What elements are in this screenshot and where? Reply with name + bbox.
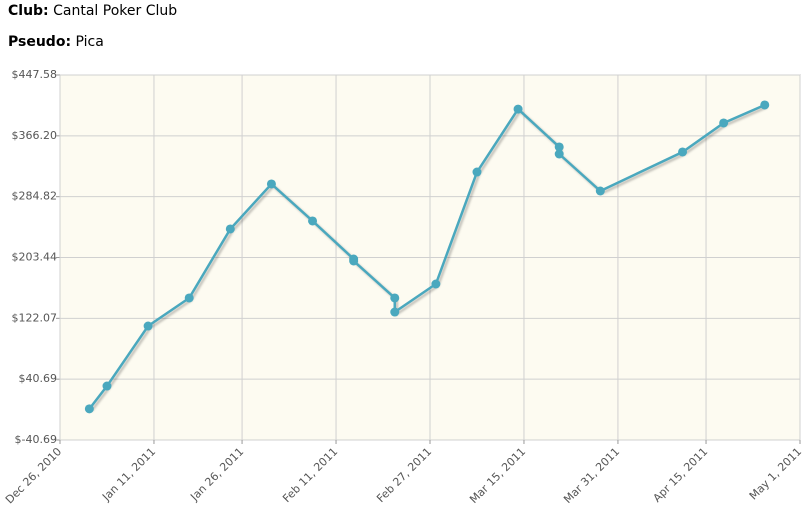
data-point bbox=[349, 256, 359, 266]
data-point bbox=[225, 224, 235, 234]
y-tick-label: $122.07 bbox=[12, 311, 58, 324]
data-point bbox=[760, 100, 770, 110]
data-point bbox=[554, 149, 564, 159]
x-tick-label: Mar 31, 2011 bbox=[561, 445, 622, 506]
data-point bbox=[390, 307, 400, 317]
y-tick-label: $366.20 bbox=[12, 129, 58, 142]
data-point bbox=[513, 104, 523, 114]
data-point bbox=[554, 142, 564, 152]
x-tick-label: Apr 15, 2011 bbox=[651, 445, 711, 505]
club-line: Club: Cantal Poker Club bbox=[8, 3, 177, 19]
y-tick-label: $203.44 bbox=[12, 251, 58, 264]
y-tick-label: $447.58 bbox=[12, 68, 58, 81]
x-tick-label: Feb 11, 2011 bbox=[280, 445, 340, 505]
pseudo-label: Pseudo: bbox=[8, 34, 72, 50]
x-tick-label: Jan 26, 2011 bbox=[187, 445, 246, 504]
data-point bbox=[84, 404, 94, 414]
x-tick-label: May 1, 2011 bbox=[747, 445, 804, 502]
x-tick-label: Dec 26, 2010 bbox=[3, 445, 64, 506]
data-point bbox=[390, 293, 400, 303]
data-line bbox=[88, 103, 766, 410]
pseudo-line: Pseudo: Pica bbox=[8, 34, 104, 50]
y-tick-label: $284.82 bbox=[12, 190, 58, 203]
x-tick-label: Mar 15, 2011 bbox=[467, 445, 528, 506]
data-point bbox=[472, 167, 482, 177]
x-tick-label: Feb 27, 2011 bbox=[374, 445, 434, 505]
data-point bbox=[431, 279, 441, 289]
data-point bbox=[308, 216, 318, 226]
y-tick-label: $40.69 bbox=[19, 372, 58, 385]
club-label: Club: bbox=[8, 3, 49, 19]
data-point bbox=[102, 381, 112, 391]
data-point bbox=[266, 179, 276, 189]
data-point bbox=[595, 186, 605, 196]
data-point bbox=[184, 293, 194, 303]
x-tick-label: Jan 11, 2011 bbox=[99, 445, 158, 504]
club-name: Cantal Poker Club bbox=[53, 3, 178, 19]
data-point bbox=[719, 118, 729, 128]
pseudo-name: Pica bbox=[75, 34, 104, 50]
y-tick-label: $-40.69 bbox=[15, 433, 57, 446]
data-point bbox=[678, 147, 688, 157]
data-point bbox=[143, 321, 153, 331]
